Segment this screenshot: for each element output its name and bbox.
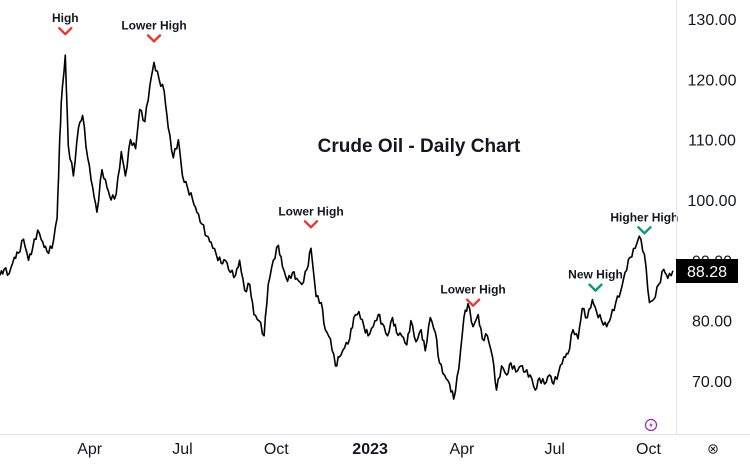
x-tick-label: Apr bbox=[77, 441, 103, 458]
price-line-layer bbox=[0, 54, 674, 400]
annotation-label: Lower High bbox=[278, 204, 343, 218]
y-tick-label: 120.00 bbox=[688, 72, 737, 89]
annotation: Lower High bbox=[121, 18, 187, 43]
x-tick-label: Jul bbox=[544, 441, 564, 458]
y-tick-label: 80.00 bbox=[692, 314, 732, 331]
annotation-label: High bbox=[52, 11, 79, 25]
x-tick-label: Oct bbox=[636, 441, 661, 458]
annotation-layer: High Lower High Lower High Lower High New Hi… bbox=[52, 11, 678, 307]
chart-title: Crude Oil - Daily Chart bbox=[318, 136, 521, 157]
annotation: High bbox=[52, 11, 79, 36]
annotation-label: New High bbox=[568, 268, 623, 282]
last-price-badge: 88.28 bbox=[676, 259, 738, 283]
settings-icon[interactable] bbox=[708, 444, 718, 454]
chevron-down-icon bbox=[303, 220, 319, 229]
annotation: Lower High bbox=[278, 204, 344, 229]
chevron-down-icon bbox=[146, 34, 162, 43]
chevron-down-icon bbox=[588, 283, 603, 292]
y-tick-label: 100.00 bbox=[688, 193, 737, 210]
annotation: Higher High bbox=[610, 210, 678, 235]
last-price-badge-bg bbox=[676, 259, 738, 283]
lightning-icon[interactable] bbox=[644, 418, 658, 432]
chevron-down-icon bbox=[465, 298, 481, 307]
y-tick-label: 110.00 bbox=[688, 133, 736, 150]
last-price-label: 88.28 bbox=[687, 264, 727, 281]
price-line bbox=[0, 54, 674, 400]
chevron-down-icon bbox=[637, 226, 652, 235]
annotation-label: Lower High bbox=[440, 283, 505, 297]
chevron-down-icon bbox=[58, 27, 73, 36]
y-tick-label: 130.00 bbox=[688, 12, 737, 29]
x-tick-label: Apr bbox=[449, 441, 475, 458]
annotation-label: Higher High bbox=[610, 210, 678, 224]
x-tick-year-label: 2023 bbox=[352, 441, 388, 458]
x-tick-label: Jul bbox=[172, 441, 192, 458]
annotation: Lower High bbox=[440, 283, 506, 307]
annotation-label: Lower High bbox=[121, 18, 186, 32]
y-tick-label: 70.00 bbox=[692, 374, 732, 391]
annotation: New High bbox=[568, 268, 623, 292]
x-tick-label: Oct bbox=[264, 441, 289, 458]
x-axis[interactable]: Apr Jul Oct 2023 Apr Jul Oct bbox=[77, 441, 661, 458]
